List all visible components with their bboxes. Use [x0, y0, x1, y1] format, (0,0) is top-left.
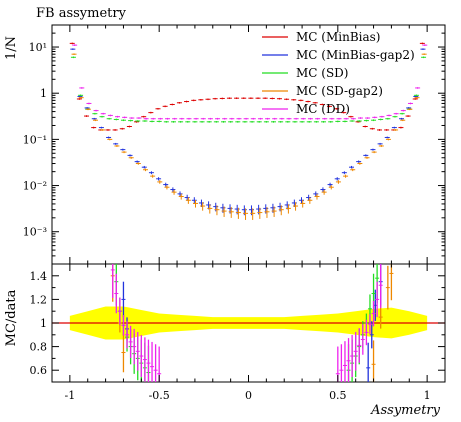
x-tick-label: 0.5	[329, 389, 347, 402]
x-tick-label: -0.5	[149, 389, 170, 402]
legend-entry: MC (SD-gap2)	[296, 84, 383, 98]
x-axis-label: Assymetry	[370, 403, 441, 418]
top-y-tick-label: 1	[40, 87, 47, 100]
top-panel: 10¹ 1 10⁻¹ 10⁻² 10⁻³ MC (MinBias) MC (MinBias-…	[23, 24, 446, 265]
ratio-panel: 0.6 0.8 1 1.2 1.4 -1 -0.5 0 0.5 1	[30, 263, 446, 402]
ratio-y-tick-label: 0.6	[30, 364, 48, 377]
legend-entry: MC (MinBias)	[296, 30, 380, 44]
legend-entry: MC (MinBias-gap2)	[296, 48, 415, 62]
x-tick-label: 0	[245, 389, 252, 402]
x-tick-label: 1	[424, 389, 431, 402]
bottom-y-axis-label: MC/data	[4, 289, 19, 346]
top-y-tick-label: 10¹	[29, 41, 47, 54]
ratio-y-tick-label: 1.4	[30, 270, 48, 283]
ratio-y-tick-label: 1	[40, 317, 47, 330]
top-y-tick-label: 10⁻²	[23, 180, 47, 193]
top-series-mc-sd-gap2-	[71, 53, 427, 220]
top-series-mc-minbias-	[69, 42, 425, 131]
top-y-tick-label: 10⁻³	[23, 226, 47, 239]
legend-entry: MC (SD)	[296, 66, 349, 80]
top-series-mc-dd-	[72, 44, 428, 120]
x-tick-label: -1	[65, 389, 76, 402]
ratio-y-tick-label: 1.2	[30, 293, 48, 306]
top-y-axis-label: 1/N	[4, 36, 19, 60]
chart-title: FB assymetry	[36, 6, 127, 21]
ratio-y-tick-label: 0.8	[30, 341, 48, 354]
top-y-tick-label: 10⁻¹	[23, 133, 47, 146]
ratio-series-mc-dd-	[110, 264, 383, 382]
legend-entry: MC (DD)	[296, 102, 350, 116]
